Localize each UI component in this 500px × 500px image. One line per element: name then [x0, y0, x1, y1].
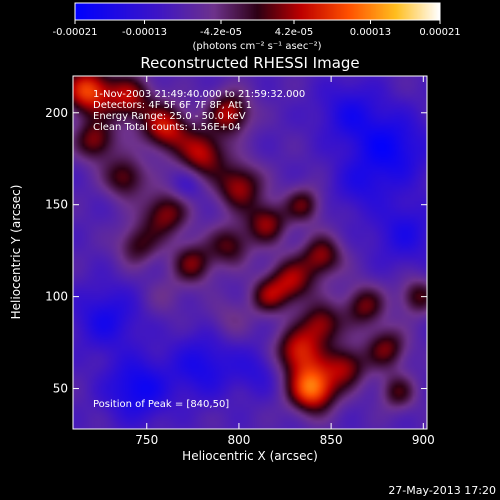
x-tick-label: 850	[320, 433, 343, 447]
colorbar-frame	[74, 2, 441, 21]
footer-timestamp: 27-May-2013 17:20	[388, 484, 496, 497]
y-tick-label: 100	[45, 290, 68, 304]
colorbar-tick-label: -4.2e-05	[200, 27, 242, 38]
x-tick-label: 900	[412, 433, 435, 447]
colorbar-tick-label: 0.00013	[350, 27, 391, 38]
y-axis-label: Heliocentric Y (arcsec)	[9, 185, 23, 320]
x-axis-label: Heliocentric X (arcsec)	[182, 449, 318, 463]
colorbar-tick-label: -0.00021	[53, 27, 98, 38]
annotation-clean: Clean Total counts: 1.56E+04	[93, 122, 241, 133]
x-axis: 750 800 850 900	[135, 76, 435, 447]
y-tick-label: 50	[53, 382, 68, 396]
annotation-energy: Energy Range: 25.0 - 50.0 keV	[93, 111, 246, 122]
y-tick-label: 150	[45, 198, 68, 212]
colorbar-ticks: -0.00021 -0.00013 -4.2e-05 4.2e-05 0.00013 0.…	[53, 20, 461, 38]
y-axis: 50 100 150 200	[45, 106, 427, 396]
annotation-peak: Position of Peak = [840,50]	[93, 399, 229, 410]
y-tick-label: 200	[45, 106, 68, 120]
plot-frame	[72, 75, 428, 430]
colorbar-tick-label: -0.00013	[122, 27, 167, 38]
colorbar-tick-label: 0.00021	[419, 27, 460, 38]
chart-title: Reconstructed RHESSI Image	[140, 54, 359, 72]
colorbar-gradient	[75, 3, 440, 20]
colorbar-tick-label: 4.2e-05	[275, 27, 313, 38]
colorbar-unit-label: (photons cm⁻² s⁻¹ asec⁻²)	[192, 41, 321, 52]
annotation-time: 1-Nov-2003 21:49:40.000 to 21:59:32.000	[93, 89, 305, 100]
x-tick-label: 750	[135, 433, 158, 447]
annotation-detectors: Detectors: 4F 5F 6F 7F 8F, Att 1	[93, 100, 252, 111]
x-tick-label: 800	[227, 433, 250, 447]
heatmap-image	[73, 76, 427, 429]
